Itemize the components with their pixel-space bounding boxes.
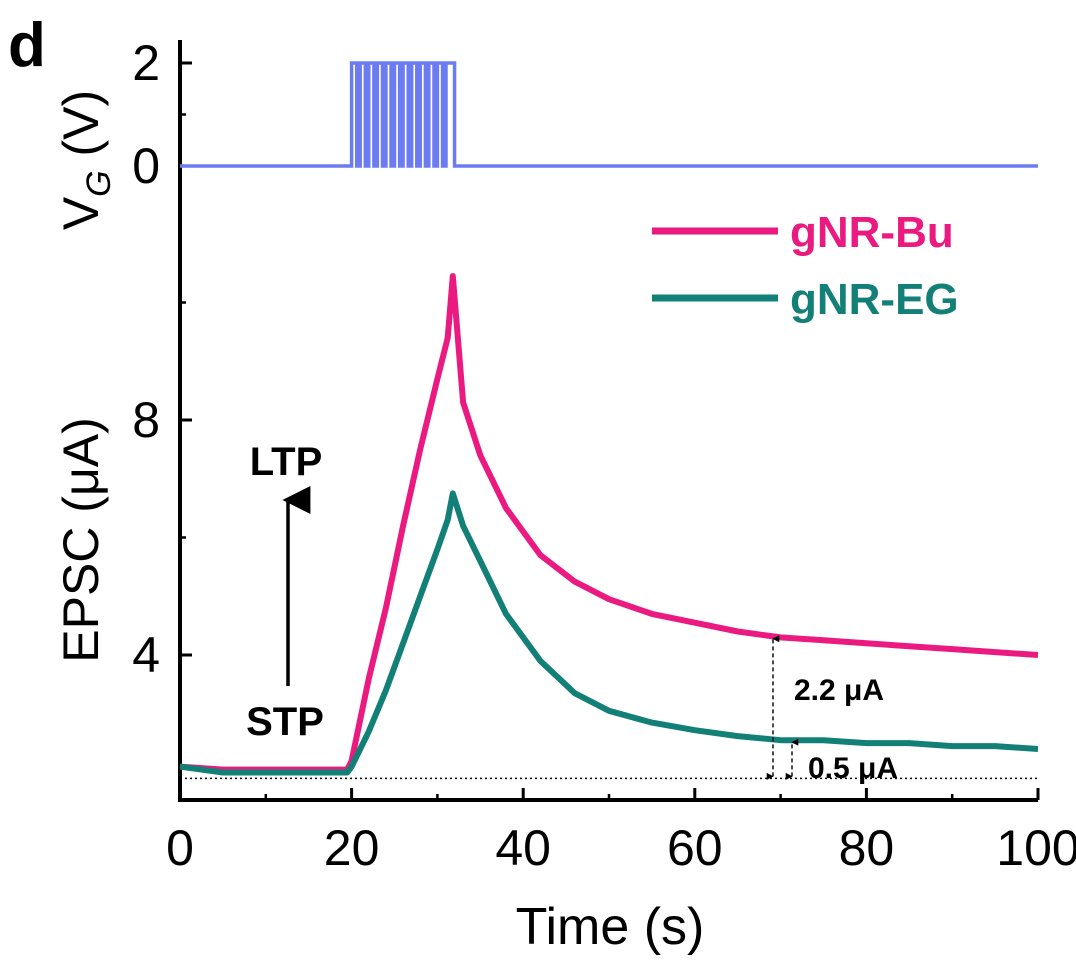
legend-label-gnr-eg: gNR-EG [790, 275, 959, 324]
series-line-gnr-eg [180, 490, 1038, 776]
ltp-label: LTP [250, 440, 323, 484]
x-tick-label: 0 [166, 820, 194, 876]
x-axis-title: Time (s) [516, 898, 705, 956]
top-y-axis-ticks: 02 [132, 35, 192, 194]
top-y-tick-label: 2 [132, 35, 160, 91]
x-tick-label: 20 [324, 820, 380, 876]
bottom-y-tick-label: 4 [132, 627, 160, 683]
x-tick-label: 40 [495, 820, 551, 876]
bottom-y-axis-title: EPSC (μA) [53, 417, 109, 663]
x-axis-ticks: 0 20 40 60 80 100 [166, 788, 1076, 876]
top-y-tick-label: 0 [132, 138, 160, 194]
top-y-axis-title-sub: G [80, 170, 118, 196]
series-line-gnr-bu [180, 273, 1038, 773]
x-tick-label: 80 [839, 820, 895, 876]
bottom-y-axis-ticks: 48 [132, 301, 192, 683]
top-y-axis-title-main: V [53, 196, 109, 230]
panel-letter: d [8, 11, 46, 80]
delta-label-gnr-bu: 2.2 μA [794, 674, 884, 707]
delta-label-gnr-eg: 0.5 μA [808, 752, 898, 785]
legend: gNR-Bu gNR-EG [652, 208, 959, 324]
vg-pulse-line [180, 61, 1038, 168]
svg-text:VG (V): VG (V) [53, 90, 118, 230]
x-tick-label: 100 [996, 820, 1076, 876]
bottom-y-tick-label: 8 [132, 392, 160, 448]
x-tick-label: 60 [667, 820, 723, 876]
top-y-axis-title-unit: (V) [53, 90, 109, 171]
legend-label-gnr-bu: gNR-Bu [790, 208, 954, 257]
top-y-axis-title: VG (V) [53, 90, 118, 230]
stp-label: STP [246, 700, 324, 744]
